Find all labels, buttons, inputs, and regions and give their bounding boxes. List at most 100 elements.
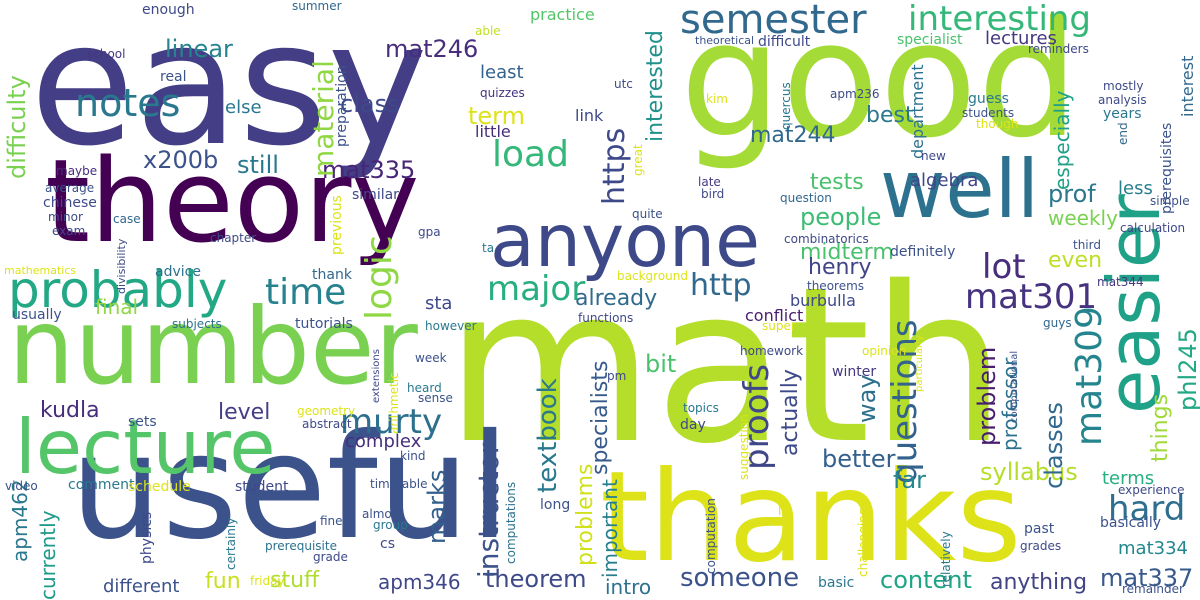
word-however: however: [425, 319, 477, 333]
word-load: load: [492, 134, 569, 175]
word-time: time: [265, 272, 347, 313]
word-textbook: textbook: [533, 378, 563, 493]
word-useful: useful: [70, 403, 510, 572]
word-subjects: subjects: [172, 317, 222, 331]
word-sense: sense: [418, 391, 453, 405]
word-interesting: interesting: [908, 0, 1092, 39]
word-practice: practice: [530, 5, 595, 24]
word-minor: minor: [48, 210, 83, 224]
word-usually: usually: [12, 307, 62, 323]
word-someone: someone: [680, 563, 800, 593]
word-homework: homework: [740, 344, 804, 358]
word-functions: functions: [578, 311, 634, 325]
word-combinatorics: combinatorics: [784, 232, 869, 246]
word-interested: interested: [643, 30, 668, 142]
word-difficult: difficult: [758, 34, 811, 50]
word-easy: easy: [30, 0, 428, 184]
word-mat246: mat246: [385, 35, 479, 63]
word-preparation: preparation: [334, 65, 350, 148]
word-actually: actually: [778, 368, 803, 456]
word-specialist: specialist: [897, 32, 963, 48]
word-sets: sets: [128, 414, 157, 430]
word-exam: exam: [52, 224, 86, 238]
word-late: late: [698, 175, 721, 189]
word-winter: winter: [832, 364, 877, 380]
word-burbulla: burbulla: [790, 291, 856, 310]
word-already: already: [575, 286, 658, 311]
word-quizzes: quizzes: [480, 86, 525, 100]
word-stuff: stuff: [270, 568, 320, 593]
word-challenging: challenging: [856, 507, 870, 578]
word-bit: bit: [645, 350, 677, 378]
word-phl245: phl245: [1174, 328, 1200, 412]
word-mat309: mat309: [1069, 305, 1110, 446]
word-physics: physics: [139, 511, 155, 564]
word-tests: tests: [810, 170, 864, 195]
word-little: little: [475, 122, 511, 141]
word-people: people: [800, 203, 882, 231]
word-https: https: [597, 127, 632, 205]
word-murty: murty: [340, 402, 443, 442]
word-average: average: [45, 181, 95, 195]
word-background: background: [617, 269, 688, 283]
word-particularly: particularly: [914, 335, 925, 392]
word-even: even: [1048, 248, 1103, 273]
word-basically: basically: [1100, 515, 1161, 531]
word-heard: heard: [407, 381, 442, 395]
word-great: great: [631, 144, 645, 176]
word-week: week: [415, 351, 447, 365]
word-lecture: lecture: [15, 403, 276, 491]
word-question: question: [780, 191, 832, 205]
word-simple: simple: [1150, 194, 1190, 208]
word-maybe: maybe: [56, 164, 98, 178]
word-apm346: apm346: [378, 570, 461, 594]
word-content: content: [880, 566, 972, 594]
word-chapter: chapter: [210, 231, 257, 245]
word-computations: computations: [504, 482, 518, 565]
word-advice: advice: [155, 264, 201, 280]
word-similar: similar: [352, 187, 399, 203]
word-less: less: [1118, 178, 1153, 199]
word-sta: sta: [425, 293, 453, 314]
word-schedule: schedule: [128, 479, 191, 495]
word-group: group: [373, 518, 408, 532]
word-basic: basic: [818, 575, 855, 591]
word-conflict: conflict: [745, 306, 804, 325]
word-far: far: [893, 466, 927, 494]
word-henry: henry: [808, 255, 872, 280]
word-currently: currently: [36, 510, 60, 600]
word-able: able: [475, 24, 501, 38]
word-apm236: apm236: [830, 87, 880, 101]
word-better: better: [822, 445, 896, 473]
word-end: end: [1116, 121, 1130, 145]
word-different: different: [103, 576, 180, 597]
word-kind: kind: [400, 449, 426, 463]
word-complex: complex: [345, 431, 422, 452]
word-friday: friday: [250, 574, 285, 588]
word-years: years: [1103, 106, 1142, 122]
word-link: link: [575, 106, 604, 125]
word-mat337: mat337: [1100, 564, 1194, 592]
word-analysis: analysis: [1098, 93, 1147, 107]
word-mat344: mat344: [1097, 275, 1144, 289]
word-student: student: [235, 479, 289, 495]
word-extensions: extensions: [371, 349, 382, 403]
word-way: way: [853, 374, 881, 424]
word-certainly: certainly: [224, 517, 238, 570]
word-timetable: timetable: [370, 477, 428, 491]
word-mat301: mat301: [965, 277, 1098, 317]
word-grade: grade: [313, 550, 348, 564]
word-mostly: mostly: [1103, 79, 1144, 93]
word-previous: previous: [329, 195, 345, 256]
word-video: video: [5, 479, 38, 493]
word-almost: almost: [362, 507, 403, 521]
word-algebra: algebra: [910, 170, 979, 191]
word-long: long: [540, 497, 571, 513]
word-mat334: mat334: [1118, 538, 1188, 559]
word-super: super: [762, 319, 796, 333]
word-department: department: [908, 64, 927, 159]
word-else: else: [225, 97, 262, 118]
word-problem: problem: [973, 346, 1001, 446]
word-thank: thank: [312, 267, 352, 283]
